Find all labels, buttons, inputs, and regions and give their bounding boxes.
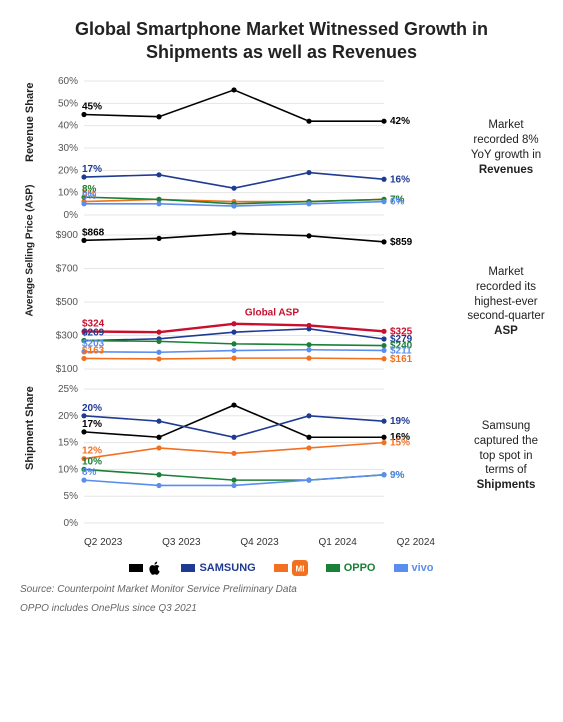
svg-text:15%: 15% <box>390 438 410 449</box>
legend-swatch <box>129 564 143 572</box>
legend-item-xiaomi: MI <box>274 560 308 576</box>
svg-text:$203: $203 <box>82 339 105 350</box>
ylabel-asp: Average Selling Price (ASP) <box>25 288 36 316</box>
legend-swatch <box>274 564 288 572</box>
svg-text:$300: $300 <box>56 331 79 342</box>
svg-text:$211: $211 <box>390 345 412 356</box>
svg-text:25%: 25% <box>58 384 78 395</box>
svg-text:10%: 10% <box>58 188 78 199</box>
svg-text:9%: 9% <box>390 470 405 481</box>
svg-text:20%: 20% <box>82 403 102 414</box>
legend-label: SAMSUNG <box>199 562 255 574</box>
chart-asp: $100$300$500$700$900Global ASP$868$269$1… <box>44 227 424 377</box>
chart-revenue: 0%10%20%30%40%50%60%45%17%6%8%5%42%16%7%… <box>44 73 424 223</box>
svg-text:30%: 30% <box>58 143 78 154</box>
svg-text:$900: $900 <box>56 230 79 241</box>
legend-item-oppo: OPPO <box>326 562 376 574</box>
svg-text:42%: 42% <box>390 116 410 127</box>
legend-item-samsung: SAMSUNG <box>181 562 255 574</box>
svg-text:6%: 6% <box>390 197 405 208</box>
source-line-1: Source: Counterpoint Market Monitor Serv… <box>20 584 547 595</box>
svg-text:5%: 5% <box>82 191 97 202</box>
svg-text:Global ASP: Global ASP <box>245 307 299 318</box>
svg-text:0%: 0% <box>64 210 79 221</box>
svg-text:15%: 15% <box>58 438 78 449</box>
svg-text:$700: $700 <box>56 264 79 275</box>
svg-text:20%: 20% <box>58 165 78 176</box>
svg-text:0%: 0% <box>64 518 79 529</box>
chart-shipment: 0%5%10%15%20%25%17%20%12%10%8%16%19%15%9… <box>44 381 424 531</box>
x-axis-labels: Q2 2023 Q3 2023 Q4 2023 Q1 2024 Q2 2024 <box>44 535 453 556</box>
xaxis-tick: Q4 2023 <box>240 537 278 548</box>
svg-text:19%: 19% <box>390 416 410 427</box>
svg-text:12%: 12% <box>82 446 102 457</box>
note-revenue: Market recorded 8% YoY growth in Revenue… <box>459 118 547 178</box>
svg-text:5%: 5% <box>64 491 79 502</box>
apple-icon <box>147 560 163 576</box>
svg-text:60%: 60% <box>58 76 78 87</box>
legend-item-vivo: vivo <box>394 562 434 574</box>
xaxis-tick: Q3 2023 <box>162 537 200 548</box>
svg-text:10%: 10% <box>58 464 78 475</box>
xaxis-tick: Q2 2023 <box>84 537 122 548</box>
xiaomi-icon: MI <box>292 560 308 576</box>
legend-swatch <box>326 564 340 572</box>
legend-label: OPPO <box>344 562 376 574</box>
svg-text:$324: $324 <box>82 318 105 329</box>
svg-text:45%: 45% <box>82 102 102 113</box>
xaxis-tick: Q1 2024 <box>318 537 356 548</box>
svg-text:17%: 17% <box>82 164 102 175</box>
note-shipment: Samsung captured the top spot in terms o… <box>459 419 547 494</box>
ylabel-shipment: Shipment Share <box>24 442 36 470</box>
svg-text:40%: 40% <box>58 121 78 132</box>
legend-item-apple <box>129 560 163 576</box>
legend: SAMSUNG MI OPPO vivo <box>16 560 547 576</box>
svg-text:$868: $868 <box>82 227 105 238</box>
ylabel-revenue: Revenue Share <box>24 134 36 162</box>
svg-text:16%: 16% <box>390 174 410 185</box>
svg-text:10%: 10% <box>82 456 102 467</box>
legend-swatch <box>394 564 408 572</box>
svg-text:$325: $325 <box>390 326 413 337</box>
note-asp: Market recorded its highest-ever second-… <box>459 265 547 340</box>
svg-text:$859: $859 <box>390 237 413 248</box>
svg-text:50%: 50% <box>58 98 78 109</box>
svg-text:MI: MI <box>295 564 304 573</box>
svg-text:$500: $500 <box>56 297 79 308</box>
svg-text:$100: $100 <box>56 364 79 375</box>
svg-text:20%: 20% <box>58 411 78 422</box>
svg-text:8%: 8% <box>82 467 97 478</box>
legend-swatch <box>181 564 195 572</box>
legend-label: vivo <box>412 562 434 574</box>
xaxis-tick: Q2 2024 <box>397 537 435 548</box>
source-line-2: OPPO includes OnePlus since Q3 2021 <box>20 603 547 614</box>
svg-text:17%: 17% <box>82 419 102 430</box>
page-title: Global Smartphone Market Witnessed Growt… <box>16 18 547 63</box>
